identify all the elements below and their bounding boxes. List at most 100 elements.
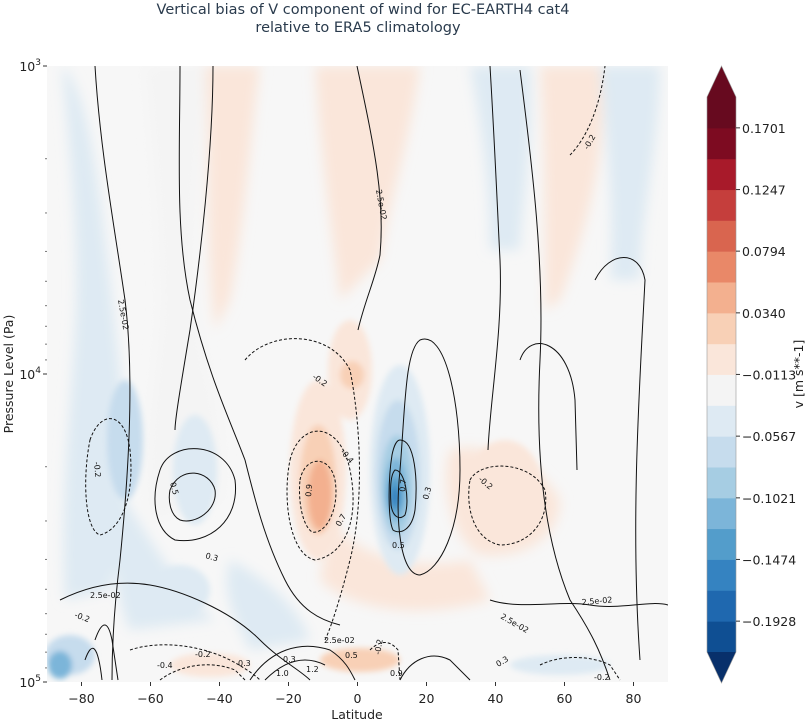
contour-dashed-1: [85, 418, 132, 536]
contour-dashed-4: [299, 460, 337, 533]
contour-label: -0.2: [92, 461, 102, 477]
x-tick-label: 20: [419, 691, 435, 706]
colorbar-segment: [707, 559, 736, 591]
contour-label: 0.9: [304, 484, 314, 497]
y-axis-label: Pressure Level (Pa): [1, 315, 16, 434]
contour-solid-10: [249, 645, 356, 681]
colorbar-segment: [707, 189, 736, 221]
colorbar-segment: [707, 220, 736, 252]
contour-closed-2: [168, 472, 216, 522]
contour-solid-12: [399, 655, 471, 681]
colorbar-tick-label: 0.0794: [742, 244, 786, 259]
colorbar-segment: [707, 158, 736, 191]
colorbar-segment: [707, 343, 736, 375]
contour-solid-11: [264, 659, 326, 681]
contour-solid-9: [84, 648, 103, 681]
contour-solid-5: [487, 66, 501, 451]
contour-closed-4: [388, 439, 417, 533]
contour-dashed-10: [539, 657, 621, 681]
contour-label: 1.0: [276, 669, 289, 678]
y-tick-label: 104: [19, 366, 41, 382]
contour-dashed-2: [244, 338, 360, 641]
contour-label: 2.5e-02: [581, 595, 612, 607]
contour-dashed-5: [468, 465, 547, 546]
colorbar-tick-label: −0.1928: [742, 614, 796, 629]
contour-closed-3: [397, 338, 461, 576]
contour-label: 0.3: [204, 551, 219, 563]
contour-dashed-8: [369, 642, 401, 681]
colorbar-segment: [707, 251, 736, 283]
colorbar-segment: [707, 127, 736, 160]
colorbar-tick-label: −0.1474: [742, 552, 796, 567]
colorbar-segment: [707, 467, 736, 499]
x-axis: −80 −60 −40 −20 0 20 40 60 80 Latitude: [68, 682, 641, 722]
contour-label: 2.5e-02: [90, 591, 121, 600]
contour-solid-8: [94, 624, 119, 681]
contour-closed-7: [59, 582, 311, 681]
contour-label: -0.2: [373, 638, 385, 655]
x-tick-label: −20: [275, 691, 301, 706]
colorbar-segment: [707, 528, 736, 560]
contour-label: 0.9: [390, 669, 403, 678]
colorbar: −0.1928 −0.1474 −0.1021 −0.0567 −0.0113 0.034…: [706, 65, 806, 684]
contour-dashed-3: [286, 430, 354, 561]
y-tick-label: 103: [19, 58, 41, 74]
contour-label: -0.4: [157, 661, 173, 670]
contour-label: 0.3: [283, 655, 296, 664]
y-axis: 103 104 105 Pressure Level (Pa): [1, 58, 47, 690]
y-tick-label: 105: [19, 674, 41, 690]
contour-solid-2: [178, 66, 341, 626]
colorbar-segment: [707, 97, 736, 129]
contour-label: 0.3: [421, 486, 433, 501]
contour-label: -0.2: [594, 673, 610, 682]
contour-label: -0.2: [195, 650, 211, 659]
colorbar-tick-label: 0.1701: [742, 121, 786, 136]
x-tick-label: −60: [137, 691, 163, 706]
colorbar-segment: [707, 590, 736, 622]
x-tick-label: 0: [354, 691, 362, 706]
colorbar-segment: [707, 621, 736, 653]
colorbar-extend-max: [707, 66, 736, 97]
x-axis-label: Latitude: [331, 707, 383, 722]
chart-title-line-1: Vertical bias of V component of wind for…: [157, 2, 570, 18]
x-tick-label: −40: [206, 691, 232, 706]
contour-dashed-7: [129, 644, 261, 681]
chart-title-line-2: relative to ERA5 climatology: [255, 20, 461, 36]
contour-closed-6: [519, 343, 578, 471]
contour-solid-1: [94, 66, 131, 681]
contour-label: 0.7: [398, 479, 408, 492]
colorbar-tick-label: 0.1247: [742, 183, 786, 198]
colorbar-tick-label: −0.1021: [742, 491, 796, 506]
x-tick-label: 60: [557, 691, 573, 706]
contour-dashed-9: [159, 664, 246, 681]
contour-label: 0.5: [345, 651, 358, 660]
colorbar-segment: [707, 374, 736, 406]
contour-solid-6: [519, 69, 611, 681]
contour-label: 0.5: [168, 481, 180, 496]
plot-area: 2.5e-02 2.5e-02 -0.2 -0.2 0.5 0.3 -0.2 -…: [47, 66, 668, 682]
colorbar-tick-label: −0.0567: [742, 429, 796, 444]
colorbar-segment: [707, 282, 736, 314]
contour-label: 1.2: [306, 665, 319, 674]
colorbar-segment: [707, 312, 736, 345]
colorbar-outline: [706, 65, 737, 684]
colorbar-segment: [707, 497, 736, 530]
contour-solid-7: [594, 257, 646, 661]
colorbar-tick-label: −0.0113: [742, 367, 796, 382]
contour-closed-5: [390, 469, 408, 518]
contour-closed-1: [154, 448, 237, 542]
contour-label: 0.5: [392, 541, 405, 550]
contour-label: 2.5e-02: [324, 636, 355, 645]
x-tick-label: 80: [626, 691, 642, 706]
x-tick-label: −80: [68, 691, 94, 706]
colorbar-segment: [707, 405, 736, 437]
colorbar-segment: [707, 436, 736, 468]
x-tick-label: 40: [488, 691, 504, 706]
contour-dashed-6: [569, 66, 606, 156]
contour-solid-3: [174, 66, 214, 431]
colorbar-tick-label: 0.0340: [742, 306, 786, 321]
colorbar-extend-min: [707, 652, 736, 683]
contour-solid-13: [489, 599, 668, 607]
contour-dashed-lines: [85, 66, 621, 681]
